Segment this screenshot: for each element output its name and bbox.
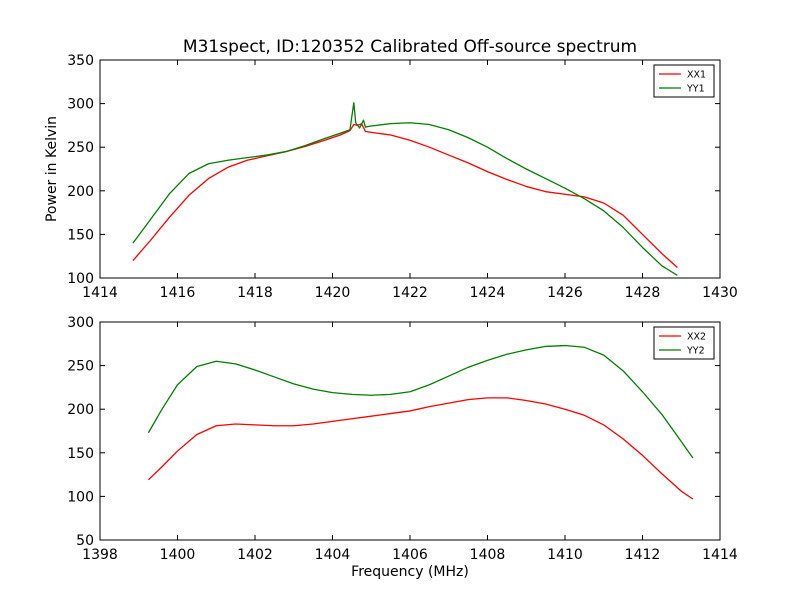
legend-label-yy1: YY1: [686, 84, 705, 95]
x-tick-label: 1416: [160, 285, 196, 301]
y-tick-label: 150: [67, 227, 94, 243]
y-tick-label: 100: [67, 271, 94, 287]
x-tick-label: 1426: [547, 285, 583, 301]
legend-box: [653, 64, 715, 98]
y-tick-label: 200: [67, 402, 94, 418]
x-tick-label: 1412: [625, 547, 661, 563]
x-tick-label: 1402: [237, 547, 273, 563]
x-tick-label: 1398: [82, 547, 118, 563]
lower-panel: 1398 1400 1402 1404 1406 1408 1410 1412 1414 50 10…: [67, 315, 738, 580]
x-tick-label: 1408: [470, 547, 506, 563]
series-line-yy2: [147, 344, 694, 459]
legend-label-xx1: XX1: [687, 70, 706, 81]
legend-box: [653, 326, 715, 360]
y-tick-label: 250: [67, 359, 94, 375]
series-line-xx1: [132, 123, 678, 269]
x-tick-label: 1424: [470, 285, 506, 301]
upper-panel: 1414 1416 1418 1420 1422 1424 1426 1428 1430 100 1…: [44, 53, 738, 301]
x-tick-label: 1414: [82, 285, 118, 301]
legend-label-yy2: YY2: [686, 346, 705, 357]
x-tick-label: 1406: [392, 547, 428, 563]
x-tick-label: 1404: [315, 547, 351, 563]
series-line-yy1: [132, 102, 678, 276]
x-axis-label: Frequency (MHz): [351, 564, 469, 580]
x-tick-label: 1414: [702, 547, 738, 563]
x-tick-label: 1422: [392, 285, 428, 301]
y-tick-label: 300: [67, 315, 94, 331]
x-tick-label: 1418: [237, 285, 273, 301]
y-tick-label: 300: [67, 97, 94, 113]
y-axis-label: Power in Kelvin: [44, 116, 60, 222]
series-line-xx2: [147, 397, 694, 500]
y-tick-label: 50: [76, 533, 94, 549]
x-tick-label: 1428: [625, 285, 661, 301]
y-tick-label: 100: [67, 489, 94, 505]
plot-frame: [99, 59, 721, 279]
y-tick-label: 250: [67, 140, 94, 156]
x-tick-label: 1420: [315, 285, 351, 301]
x-tick-label: 1430: [702, 285, 738, 301]
x-tick-label: 1400: [160, 547, 196, 563]
plot-frame: [99, 321, 721, 541]
chart-title: M31spect, ID:120352 Calibrated Off-sourc…: [183, 37, 637, 57]
legend-label-xx2: XX2: [687, 332, 706, 343]
y-tick-label: 200: [67, 184, 94, 200]
y-tick-label: 350: [67, 53, 94, 69]
x-tick-label: 1410: [547, 547, 583, 563]
y-tick-label: 150: [67, 446, 94, 462]
